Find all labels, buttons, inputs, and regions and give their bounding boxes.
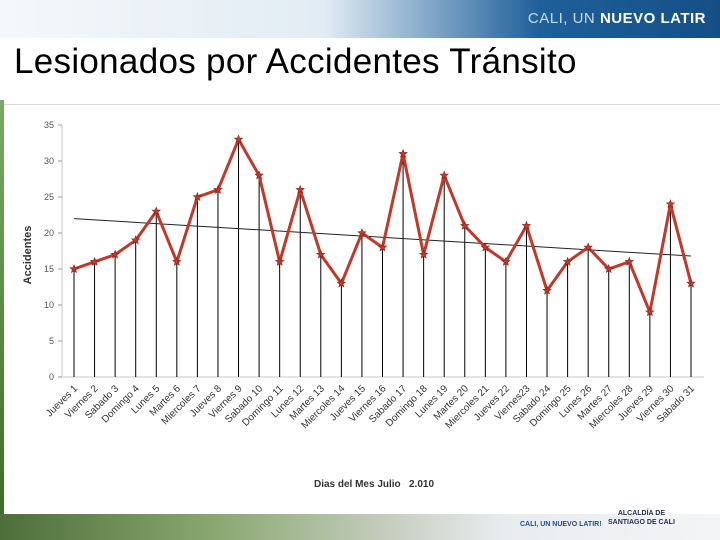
- data-point-marker: [295, 184, 306, 194]
- data-point-marker: [542, 285, 552, 295]
- data-point-marker: [398, 148, 408, 158]
- data-point-marker: [357, 227, 367, 238]
- data-point-marker: [562, 256, 573, 266]
- data-point-marker: [603, 263, 614, 274]
- footer-logo-alcaldia: ALCALDÍA DE SANTIAGO DE CALI: [608, 509, 675, 527]
- y-tick-label: 0: [49, 372, 54, 382]
- x-axis-label: Dias del Mes Julio 2.010: [314, 479, 434, 490]
- y-tick-label: 35: [44, 120, 54, 130]
- data-point-marker: [480, 242, 491, 252]
- brand-logo: CALI, UN NUEVO LATIR: [527, 10, 706, 27]
- data-point-marker: [233, 134, 244, 144]
- footer-logo-line1: ALCALDÍA DE: [617, 510, 666, 517]
- trendline: [73, 218, 692, 257]
- data-point-marker: [69, 263, 79, 274]
- data-point-marker: [274, 256, 285, 266]
- y-axis-label: Accidentes: [22, 226, 34, 285]
- data-point-marker: [377, 242, 388, 252]
- drop-lines-group: [73, 139, 692, 377]
- data-point-marker: [213, 184, 223, 194]
- data-point-marker: [624, 256, 635, 266]
- y-tick-label: 15: [44, 264, 54, 274]
- data-point-marker: [665, 199, 676, 209]
- data-point-marker: [439, 170, 449, 180]
- y-tick-label: 10: [44, 300, 54, 310]
- y-tick-label: 25: [44, 192, 54, 202]
- data-point-marker: [645, 307, 655, 317]
- header-band: CALI, UN NUEVO LATIR: [0, 0, 720, 38]
- data-point-marker: [316, 249, 326, 259]
- slide-title: Lesionados por Accidentes Tránsito: [14, 42, 577, 81]
- data-point-marker: [418, 249, 429, 259]
- decorative-strip: [0, 100, 4, 520]
- data-point-marker: [151, 206, 162, 216]
- chart-frame: 0 5 10 15 20 25 30 35 Jueves 1 Viernes 2 Sabado 3…: [4, 104, 720, 517]
- data-point-marker: [110, 249, 120, 259]
- data-point-marker: [501, 256, 511, 266]
- footer-logo-small: CALI, UN NUEVO LATIR!: [520, 521, 602, 528]
- data-point-marker: [459, 220, 470, 230]
- data-point-marker: [686, 278, 696, 288]
- data-point-marker: [192, 191, 203, 202]
- data-point-marker: [254, 170, 264, 180]
- footer-logo-line2: SANTIAGO DE CALI: [608, 519, 675, 526]
- trendline-group: [73, 218, 692, 257]
- data-point-marker: [89, 256, 100, 266]
- data-point-marker: [521, 220, 532, 230]
- y-tick-label: 5: [49, 336, 54, 346]
- data-point-marker: [130, 235, 141, 245]
- y-tick-label: 30: [44, 156, 54, 166]
- footer-band: [0, 514, 720, 540]
- series-group: [69, 134, 696, 317]
- data-point-marker: [336, 278, 347, 288]
- data-point-marker: [172, 256, 182, 266]
- data-point-marker: [583, 242, 593, 252]
- y-tick-label: 20: [44, 228, 54, 238]
